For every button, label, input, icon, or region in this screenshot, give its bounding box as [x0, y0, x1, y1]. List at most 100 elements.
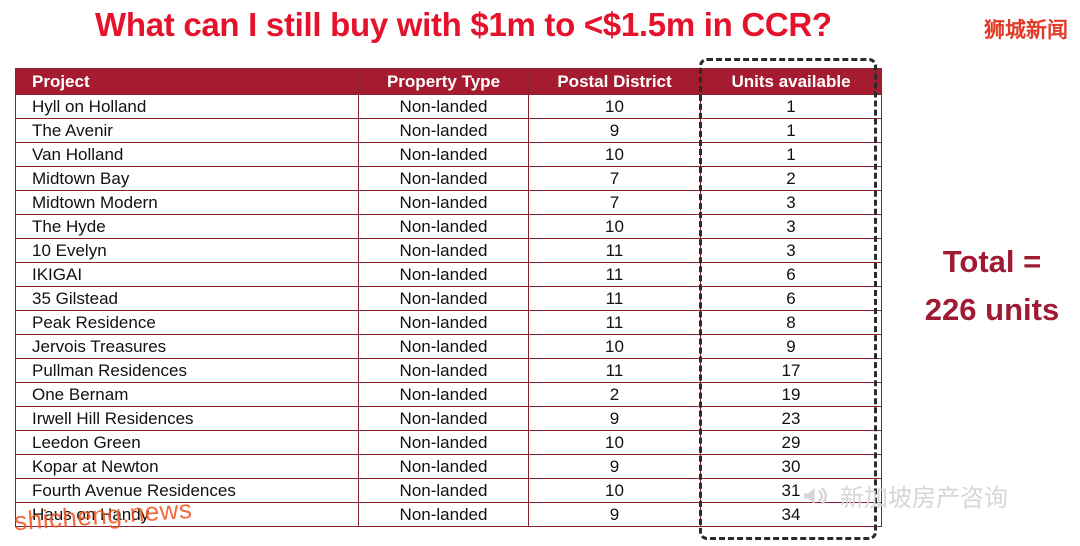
cell-postal-district: 11 [528, 310, 701, 335]
cell-project: Fourth Avenue Residences [15, 478, 359, 503]
cell-units-available: 3 [700, 238, 882, 263]
cell-postal-district: 10 [528, 430, 701, 455]
table-row: Van Holland Non-landed 10 1 [15, 142, 882, 167]
cell-project: Leedon Green [15, 430, 359, 455]
cell-units-available: 23 [700, 406, 882, 431]
cell-units-available: 1 [700, 94, 882, 119]
cell-postal-district: 9 [528, 502, 701, 527]
table-row: The Avenir Non-landed 9 1 [15, 118, 882, 143]
table-row: Fourth Avenue Residences Non-landed 10 31 [15, 478, 882, 503]
table-row: Midtown Bay Non-landed 7 2 [15, 166, 882, 191]
cell-postal-district: 7 [528, 190, 701, 215]
total-line1: Total = [942, 244, 1042, 279]
cell-property-type: Non-landed [358, 478, 529, 503]
table-row: Jervois Treasures Non-landed 10 9 [15, 334, 882, 359]
cell-project: Van Holland [15, 142, 359, 167]
cell-property-type: Non-landed [358, 142, 529, 167]
cell-postal-district: 9 [528, 454, 701, 479]
brand-logo: 狮城新闻 [984, 19, 1068, 42]
cell-property-type: Non-landed [358, 406, 529, 431]
cell-property-type: Non-landed [358, 454, 529, 479]
cell-units-available: 17 [700, 358, 882, 383]
table-body: Hyll on Holland Non-landed 10 1 The Avenir No… [15, 94, 882, 527]
cell-project: 35 Gilstead [15, 286, 359, 311]
cell-property-type: Non-landed [358, 94, 529, 119]
cell-property-type: Non-landed [358, 502, 529, 527]
cell-units-available: 2 [700, 166, 882, 191]
cell-project: 10 Evelyn [15, 238, 359, 263]
table-row: Haus on Handy Non-landed 9 34 [15, 502, 882, 527]
column-header: Property Type [358, 68, 529, 95]
table-row: Hyll on Holland Non-landed 10 1 [15, 94, 882, 119]
table-row: Peak Residence Non-landed 11 8 [15, 310, 882, 335]
wechat-watermark: 新加坡房产咨询 [800, 478, 1008, 513]
cell-project: Midtown Bay [15, 166, 359, 191]
table-row: 35 Gilstead Non-landed 11 6 [15, 286, 882, 311]
cell-units-available: 31 [700, 478, 882, 503]
table-row: Leedon Green Non-landed 10 29 [15, 430, 882, 455]
cell-units-available: 30 [700, 454, 882, 479]
projects-table: Project Property Type Postal District Units… [15, 68, 882, 527]
cell-project: One Bernam [15, 382, 359, 407]
column-header: Postal District [528, 68, 701, 95]
total-label: Total = 226 units [903, 238, 1080, 334]
megaphone-icon [800, 480, 832, 512]
cell-postal-district: 11 [528, 286, 701, 311]
table-header-row: Project Property Type Postal District Units… [15, 68, 882, 95]
cell-property-type: Non-landed [358, 310, 529, 335]
cell-project: The Hyde [15, 214, 359, 239]
cell-postal-district: 11 [528, 238, 701, 263]
cell-property-type: Non-landed [358, 238, 529, 263]
cell-property-type: Non-landed [358, 262, 529, 287]
cell-units-available: 6 [700, 286, 882, 311]
cell-property-type: Non-landed [358, 286, 529, 311]
cell-postal-district: 11 [528, 262, 701, 287]
cell-project: Haus on Handy [15, 502, 359, 527]
cell-property-type: Non-landed [358, 166, 529, 191]
table-row: Irwell Hill Residences Non-landed 9 23 [15, 406, 882, 431]
cell-project: Pullman Residences [15, 358, 359, 383]
column-header: Units available [700, 68, 882, 95]
cell-project: Peak Residence [15, 310, 359, 335]
cell-project: Hyll on Holland [15, 94, 359, 119]
table-row: IKIGAI Non-landed 11 6 [15, 262, 882, 287]
cell-postal-district: 10 [528, 478, 701, 503]
cell-units-available: 9 [700, 334, 882, 359]
cell-units-available: 8 [700, 310, 882, 335]
cell-units-available: 1 [700, 118, 882, 143]
cell-postal-district: 9 [528, 406, 701, 431]
cell-property-type: Non-landed [358, 190, 529, 215]
cell-property-type: Non-landed [358, 358, 529, 383]
cell-property-type: Non-landed [358, 214, 529, 239]
cell-postal-district: 11 [528, 358, 701, 383]
table-row: One Bernam Non-landed 2 19 [15, 382, 882, 407]
cell-project: IKIGAI [15, 262, 359, 287]
column-header: Project [15, 68, 359, 95]
cell-postal-district: 10 [528, 214, 701, 239]
cell-project: Jervois Treasures [15, 334, 359, 359]
cell-units-available: 3 [700, 214, 882, 239]
cell-postal-district: 10 [528, 94, 701, 119]
table-row: Pullman Residences Non-landed 11 17 [15, 358, 882, 383]
table-row: Midtown Modern Non-landed 7 3 [15, 190, 882, 215]
cell-postal-district: 10 [528, 142, 701, 167]
cell-units-available: 1 [700, 142, 882, 167]
cell-units-available: 29 [700, 430, 882, 455]
cell-project: Irwell Hill Residences [15, 406, 359, 431]
cell-units-available: 6 [700, 262, 882, 287]
cell-property-type: Non-landed [358, 430, 529, 455]
table-row: The Hyde Non-landed 10 3 [15, 214, 882, 239]
cell-postal-district: 10 [528, 334, 701, 359]
cell-postal-district: 9 [528, 118, 701, 143]
cell-property-type: Non-landed [358, 118, 529, 143]
cell-units-available: 34 [700, 502, 882, 527]
cell-units-available: 3 [700, 190, 882, 215]
cell-project: The Avenir [15, 118, 359, 143]
cell-property-type: Non-landed [358, 382, 529, 407]
cell-project: Kopar at Newton [15, 454, 359, 479]
table-row: Kopar at Newton Non-landed 9 30 [15, 454, 882, 479]
table-row: 10 Evelyn Non-landed 11 3 [15, 238, 882, 263]
cell-project: Midtown Modern [15, 190, 359, 215]
cell-units-available: 19 [700, 382, 882, 407]
page-title: What can I still buy with $1m to <$1.5m … [95, 6, 832, 43]
